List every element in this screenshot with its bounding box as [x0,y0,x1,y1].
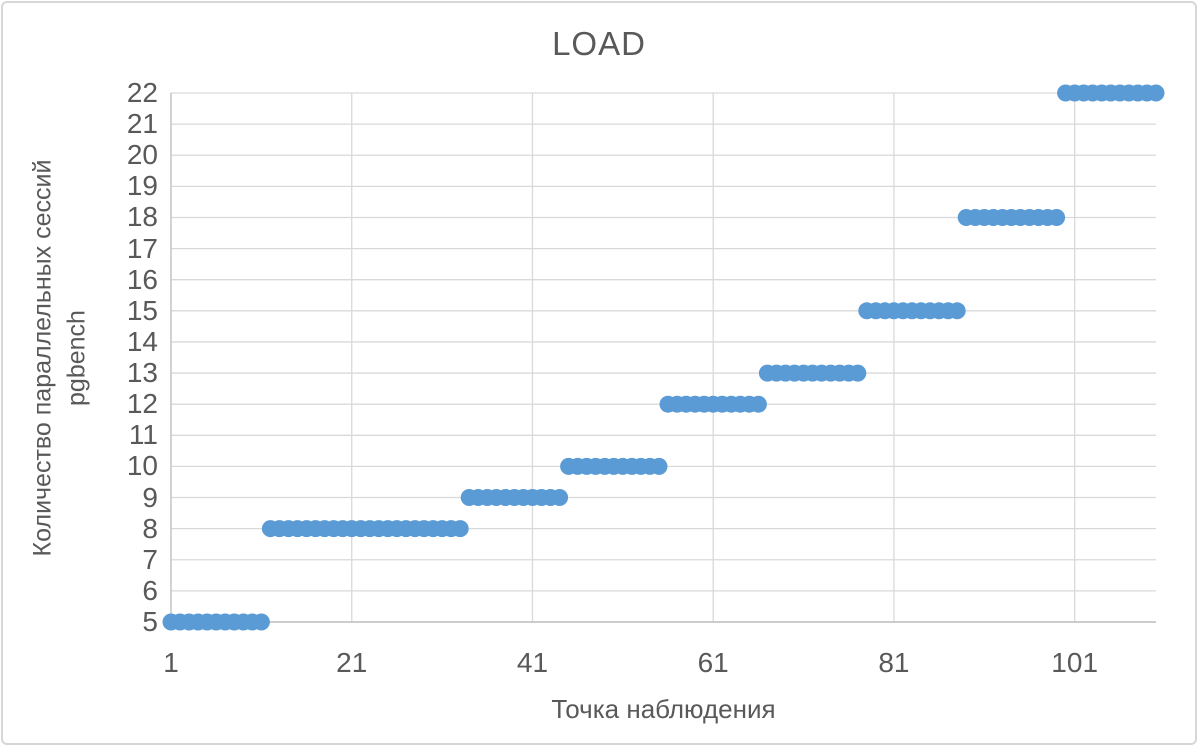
y-axis-title: Количество параллельных сессий pgbench [25,93,93,622]
y-tick-label: 5 [142,606,158,637]
x-tick-label: 81 [878,647,910,678]
y-tick-label: 14 [126,325,158,357]
y-tick-label: 11 [128,419,158,451]
x-tick-label: 41 [516,647,549,678]
data-point [551,489,569,506]
y-tick-label: 21 [126,108,158,140]
y-axis-title-line2: pgbench [62,309,90,406]
x-tick-label: 21 [336,647,368,678]
y-tick-label: 17 [126,232,158,264]
data-point [1147,84,1165,102]
y-tick-label: 7 [142,543,158,575]
x-tick-label: 101 [1051,647,1099,678]
y-tick-label: 10 [126,450,158,482]
data-point [1048,209,1066,226]
y-tick-label: 22 [126,77,158,108]
y-tick-label: 9 [142,481,158,513]
x-tick-label: 61 [697,647,729,678]
chart-title: LOAD [552,25,646,62]
y-tick-label: 19 [126,170,158,202]
data-point [749,395,767,413]
data-point [948,302,966,320]
data-point [252,613,270,631]
y-tick-label: 16 [126,263,158,295]
y-tick-label: 15 [126,294,158,326]
data-point [849,364,867,382]
y-tick-label: 18 [126,201,158,233]
data-point [451,520,469,538]
plot-area [162,84,1165,631]
x-tick-label: 1 [163,647,179,678]
y-axis-title-line1: Количество параллельных сессий [28,159,56,556]
y-tick-label: 13 [126,357,158,389]
data-point [650,457,668,475]
y-tick-label: 20 [126,139,158,171]
y-tick-label: 12 [126,388,158,420]
y-tick-label: 8 [142,512,158,544]
y-tick-label: 6 [142,574,158,606]
x-axis-title: Точка наблюдения [551,694,776,724]
